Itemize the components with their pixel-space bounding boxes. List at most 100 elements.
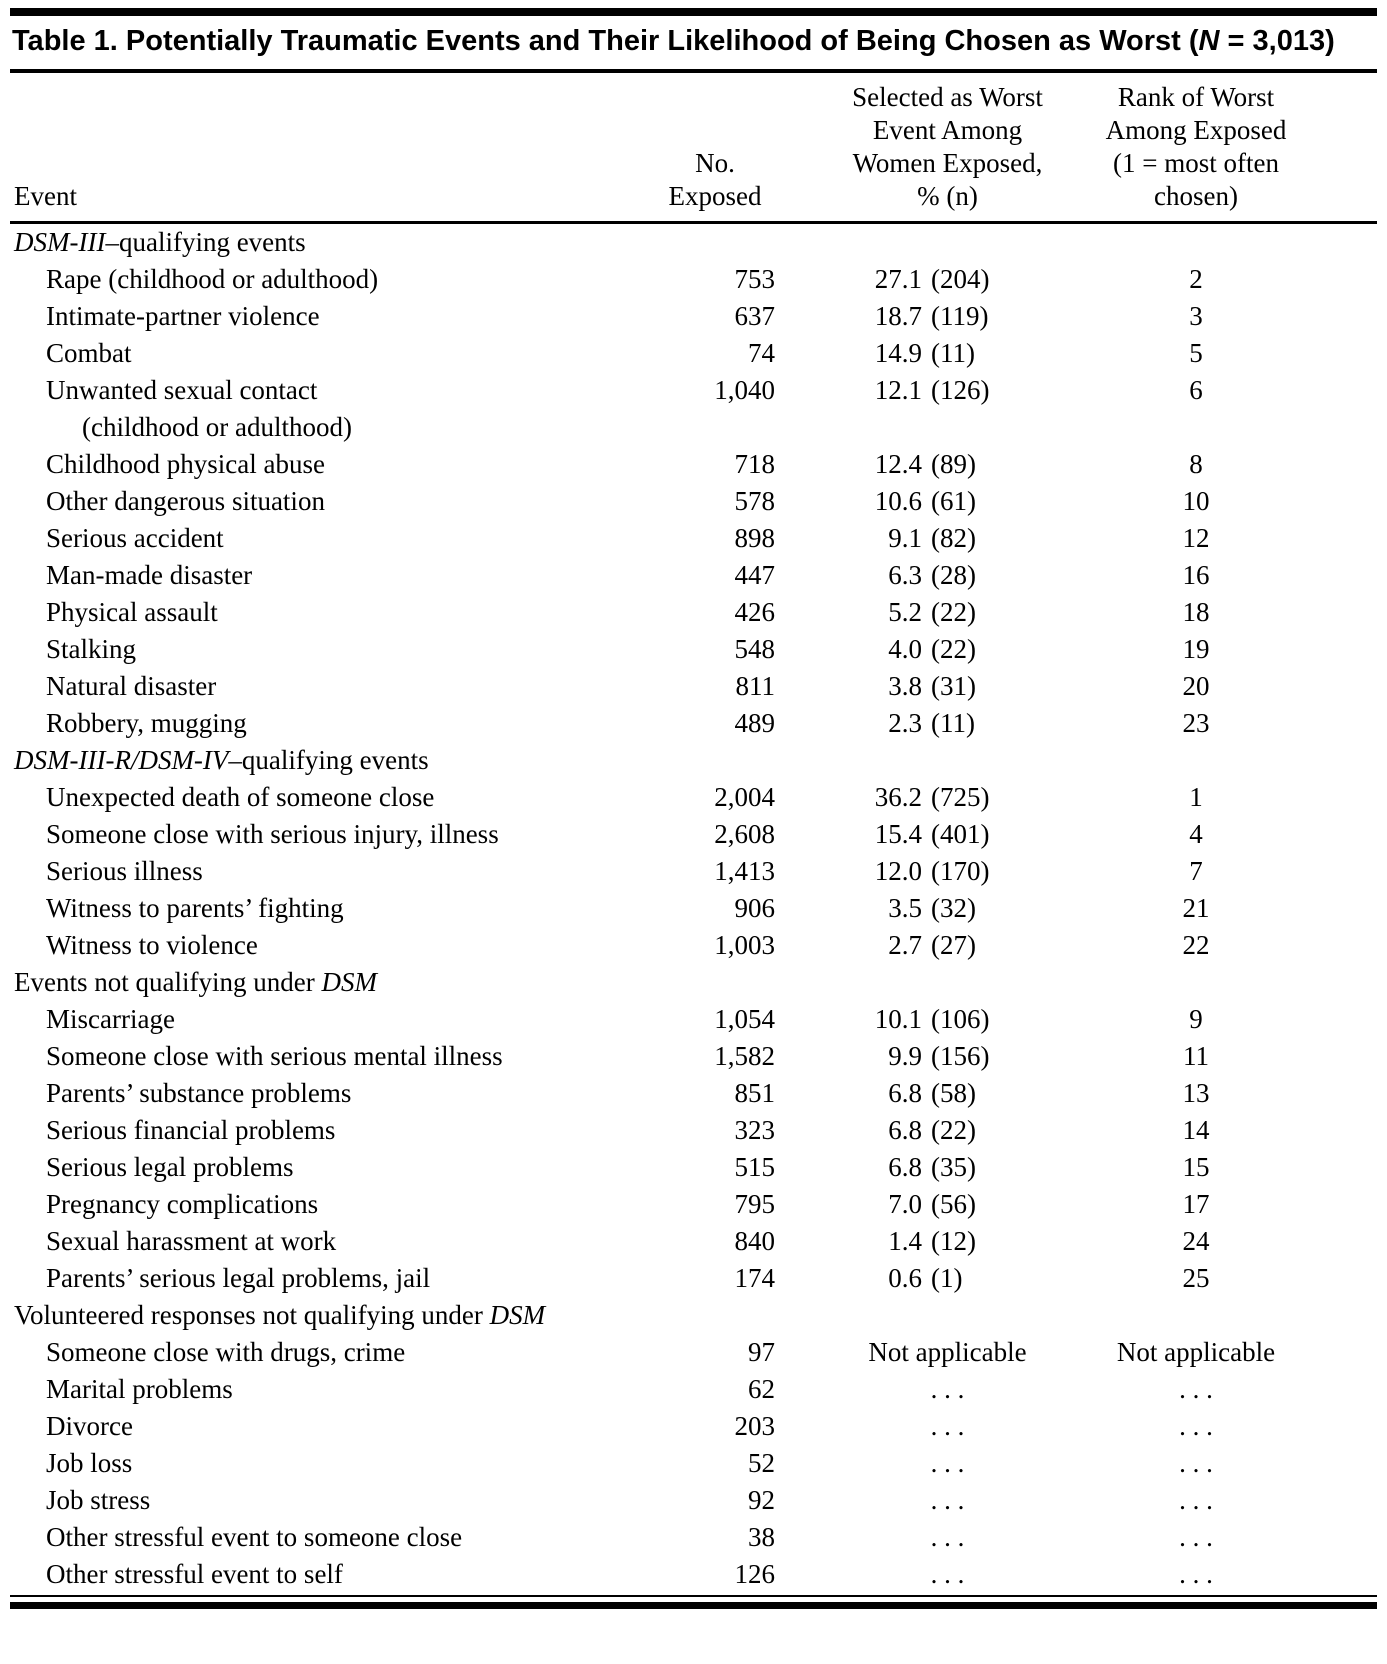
column-header-line: chosen) xyxy=(1154,181,1238,211)
event-label: Someone close with serious injury, illne… xyxy=(46,819,499,849)
text-segment: –qualifying events xyxy=(105,227,306,257)
column-header-selected-worst: Selected as Worst Event Among Women Expo… xyxy=(800,73,1095,224)
n-value: (119) xyxy=(931,301,989,331)
selected-worst-cell: 6.8 (35) xyxy=(800,1149,1095,1186)
percent-value: 6.8 xyxy=(888,1115,922,1145)
percent-n-value: 9.9 (156) xyxy=(800,1038,1095,1075)
event-cell: Marital problems xyxy=(10,1371,630,1408)
n-value: (27) xyxy=(931,930,976,960)
rank-cell: 2 xyxy=(1189,264,1203,294)
no-exposed-cell: 74 xyxy=(748,338,775,368)
event-cell: Other stressful event to someone close xyxy=(10,1519,630,1556)
percent-n-value: 0.6 (1) xyxy=(800,1260,1095,1297)
table-row: Witness to violence 1,003 2.7 (27) 22 xyxy=(10,927,1377,964)
column-header-event: Event xyxy=(10,73,630,224)
table-row: Other stressful event to self 126 . . . . .… xyxy=(10,1556,1377,1593)
table-row: Parents’ serious legal problems, jail 174… xyxy=(10,1260,1377,1297)
column-header-line: Event Among xyxy=(872,115,1023,145)
table-row: Physical assault 426 5.2 (22) 18 xyxy=(10,594,1377,631)
table-row: Man-made disaster 447 6.3 (28) 16 xyxy=(10,557,1377,594)
rank-cell: 19 xyxy=(1182,634,1210,664)
event-label: Someone close with drugs, crime xyxy=(46,1337,406,1367)
text-segment: Volunteered responses not qualifying und… xyxy=(14,1300,490,1330)
selected-worst-cell: . . . xyxy=(930,1411,965,1441)
selected-worst-cell: Not applicable xyxy=(868,1337,1027,1367)
table-row: Someone close with drugs, crime 97 Not app… xyxy=(10,1334,1377,1371)
rank-cell: 12 xyxy=(1182,523,1210,553)
no-exposed-cell: 515 xyxy=(734,1152,776,1182)
event-cell: Divorce xyxy=(10,1408,630,1445)
selected-worst-cell: 27.1 (204) xyxy=(800,261,1095,298)
table-row: Other stressful event to someone close 38… xyxy=(10,1519,1377,1556)
table-row: Combat 74 14.9 (11) 5 xyxy=(10,335,1377,372)
table-row: Serious financial problems 323 6.8 (22) 14 xyxy=(10,1112,1377,1149)
selected-worst-cell: 6.8 (58) xyxy=(800,1075,1095,1112)
selected-worst-cell: . . . xyxy=(930,1374,965,1404)
table-row: Job stress 92 . . . . . . xyxy=(10,1482,1377,1519)
percent-n-value: 6.8 (58) xyxy=(800,1075,1095,1112)
percent-n-value: 6.8 (22) xyxy=(800,1112,1095,1149)
rank-cell: 22 xyxy=(1182,930,1210,960)
table-row: Job loss 52 . . . . . . xyxy=(10,1445,1377,1482)
n-value: (32) xyxy=(931,893,976,923)
rank-cell: 24 xyxy=(1182,1226,1210,1256)
event-cell: Job stress xyxy=(10,1482,630,1519)
column-header-event-label: Event xyxy=(14,181,77,211)
percent-value: 12.0 xyxy=(874,856,922,886)
n-value: (12) xyxy=(931,1226,976,1256)
event-cell: Stalking xyxy=(10,631,630,668)
italic-text-segment: DSM xyxy=(489,1300,546,1330)
selected-worst-cell: 6.8 (22) xyxy=(800,1112,1095,1149)
event-label: Childhood physical abuse xyxy=(46,449,325,479)
no-exposed-cell: 1,040 xyxy=(714,375,775,405)
event-cell: Robbery, mugging xyxy=(10,705,630,742)
no-exposed-cell: 426 xyxy=(734,597,776,627)
rank-cell: 1 xyxy=(1189,782,1203,812)
percent-n-value: 9.1 (82) xyxy=(800,520,1095,557)
table-row: Pregnancy complications 795 7.0 (56) 17 xyxy=(10,1186,1377,1223)
event-cell: Parents’ serious legal problems, jail xyxy=(10,1260,630,1297)
n-value: (22) xyxy=(931,634,976,664)
no-exposed-cell: 97 xyxy=(748,1337,775,1367)
n-value: (35) xyxy=(931,1152,976,1182)
selected-worst-cell: 18.7 (119) xyxy=(800,298,1095,335)
percent-value: 0.6 xyxy=(888,1263,922,1293)
table-row: Serious accident 898 9.1 (82) 12 xyxy=(10,520,1377,557)
table-row: Someone close with serious injury, illne… xyxy=(10,816,1377,853)
rank-cell: 14 xyxy=(1182,1115,1210,1145)
percent-value: 12.4 xyxy=(874,449,922,479)
rank-cell: 25 xyxy=(1182,1263,1210,1293)
rank-cell: . . . xyxy=(1179,1374,1213,1404)
percent-value: 4.0 xyxy=(888,634,922,664)
rank-cell: 21 xyxy=(1182,893,1210,923)
no-exposed-cell: 92 xyxy=(748,1485,775,1515)
rank-cell: . . . xyxy=(1179,1559,1213,1589)
event-label: Natural disaster xyxy=(46,671,217,701)
event-label: Serious financial problems xyxy=(46,1115,336,1145)
event-label: Unexpected death of someone close xyxy=(46,782,435,812)
rank-cell: . . . xyxy=(1179,1485,1213,1515)
no-exposed-cell: 718 xyxy=(734,449,776,479)
no-exposed-cell: 174 xyxy=(734,1263,776,1293)
percent-n-value: 14.9 (11) xyxy=(800,335,1095,372)
event-label: Parents’ serious legal problems, jail xyxy=(46,1263,431,1293)
table-row: Intimate-partner violence 637 18.7 (119) 3 xyxy=(10,298,1377,335)
event-label: Marital problems xyxy=(46,1374,233,1404)
no-exposed-cell: 851 xyxy=(734,1078,776,1108)
no-exposed-cell: 203 xyxy=(734,1411,776,1441)
table-row: Robbery, mugging 489 2.3 (11) 23 xyxy=(10,705,1377,742)
rank-cell: 16 xyxy=(1182,560,1210,590)
event-cell: Rape (childhood or adulthood) xyxy=(10,261,630,298)
selected-worst-cell: 4.0 (22) xyxy=(800,631,1095,668)
no-exposed-cell: 898 xyxy=(734,523,776,553)
no-exposed-cell: 637 xyxy=(734,301,776,331)
italic-text-segment: DSM-III-R/DSM-IV xyxy=(14,745,229,775)
event-label: Combat xyxy=(46,338,132,368)
percent-value: 10.1 xyxy=(874,1004,922,1034)
event-cell: Combat xyxy=(10,335,630,372)
percent-n-value: 4.0 (22) xyxy=(800,631,1095,668)
event-label: Stalking xyxy=(46,634,137,664)
text-segment: Events not qualifying under xyxy=(14,967,322,997)
column-header-line: Among Exposed xyxy=(1105,115,1287,145)
percent-n-value: 12.0 (170) xyxy=(800,853,1095,890)
